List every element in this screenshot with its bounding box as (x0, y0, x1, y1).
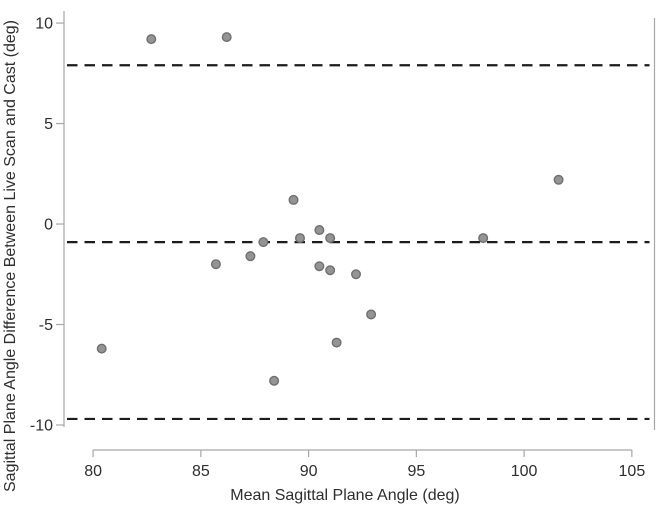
x-tick-label: 85 (192, 463, 210, 480)
data-point (478, 233, 489, 244)
data-point (210, 259, 221, 270)
data-point (221, 32, 232, 43)
data-point (314, 225, 325, 236)
y-tick-label: -10 (30, 417, 53, 434)
x-tick-label: 100 (511, 463, 538, 480)
data-point (146, 34, 157, 45)
x-tick-label: 90 (300, 463, 318, 480)
data-point (325, 233, 336, 244)
data-point (351, 269, 362, 280)
data-point (96, 343, 107, 354)
data-point (294, 233, 305, 244)
y-tick-label: -5 (39, 317, 53, 334)
y-axis-label: Sagittal Plane Angle Difference Between … (2, 20, 19, 492)
x-tick-label: 95 (407, 463, 425, 480)
y-tick-label: 5 (44, 116, 53, 133)
data-point (258, 237, 269, 248)
x-axis-label: Mean Sagittal Plane Angle (deg) (230, 487, 459, 504)
y-tick-label: 0 (44, 217, 53, 234)
data-point (553, 174, 564, 185)
x-tick-label: 105 (619, 463, 646, 480)
data-point (288, 194, 299, 205)
data-point (366, 309, 377, 320)
y-tick-label: 10 (35, 16, 53, 33)
data-point (331, 337, 342, 348)
data-point (314, 261, 325, 272)
data-point (245, 251, 256, 262)
x-tick-label: 80 (84, 463, 102, 480)
data-point (269, 375, 280, 386)
data-point (325, 265, 336, 276)
